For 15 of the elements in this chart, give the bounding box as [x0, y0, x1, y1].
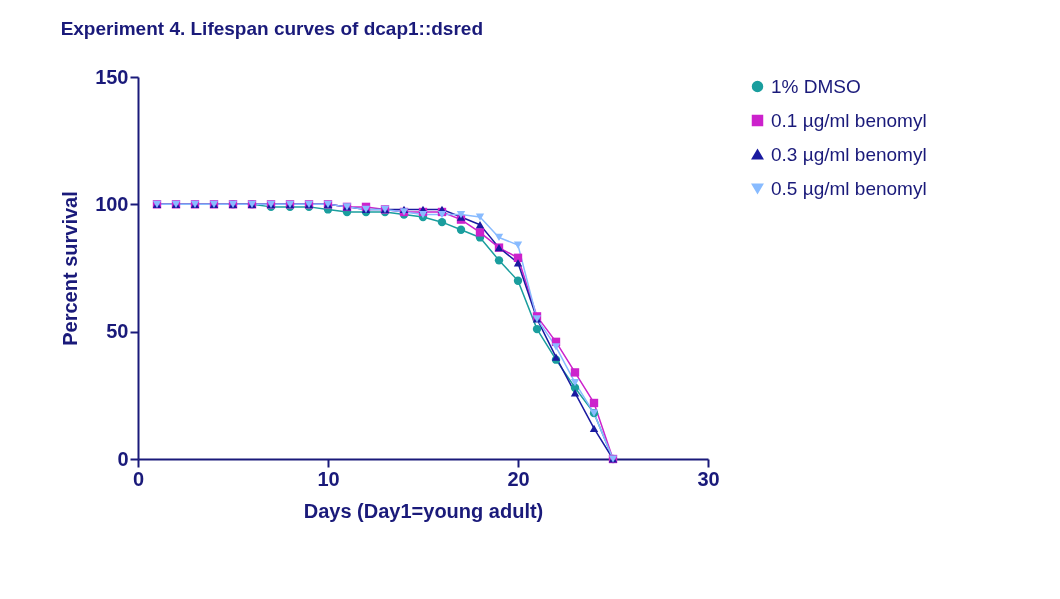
x-tick-label: 30	[697, 467, 720, 490]
y-tick-label: 100	[95, 192, 129, 215]
x-tick-label: 20	[507, 467, 530, 490]
legend-label: 0.5 µg/ml benomyl	[771, 177, 927, 199]
y-axis-title: Percent survival	[59, 191, 82, 346]
legend-label: 0.3 µg/ml benomyl	[771, 143, 927, 165]
y-tick-label: 150	[95, 65, 129, 88]
y-tick-label: 50	[106, 320, 129, 343]
legend-label: 0.1 µg/ml benomyl	[771, 109, 927, 131]
x-tick-label: 0	[132, 467, 145, 490]
legend-label: 1% DMSO	[771, 75, 861, 97]
y-tick-label: 0	[117, 447, 129, 470]
x-tick-label: 10	[317, 467, 340, 490]
chart-title: Experiment 4. Lifespan curves of dcap1::dsred	[60, 18, 483, 39]
x-axis-title: Days (Day1=young adult)	[303, 499, 544, 522]
